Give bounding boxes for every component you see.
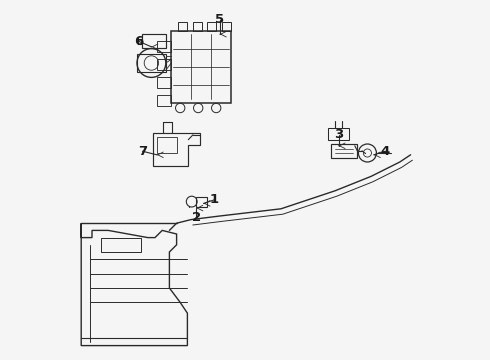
Text: 4: 4 [381, 145, 390, 158]
Text: 5: 5 [215, 13, 224, 26]
Text: 6: 6 [134, 35, 144, 48]
Text: 2: 2 [192, 211, 201, 224]
Text: 7: 7 [138, 145, 147, 158]
Text: 1: 1 [210, 193, 219, 206]
Text: 3: 3 [334, 129, 343, 141]
